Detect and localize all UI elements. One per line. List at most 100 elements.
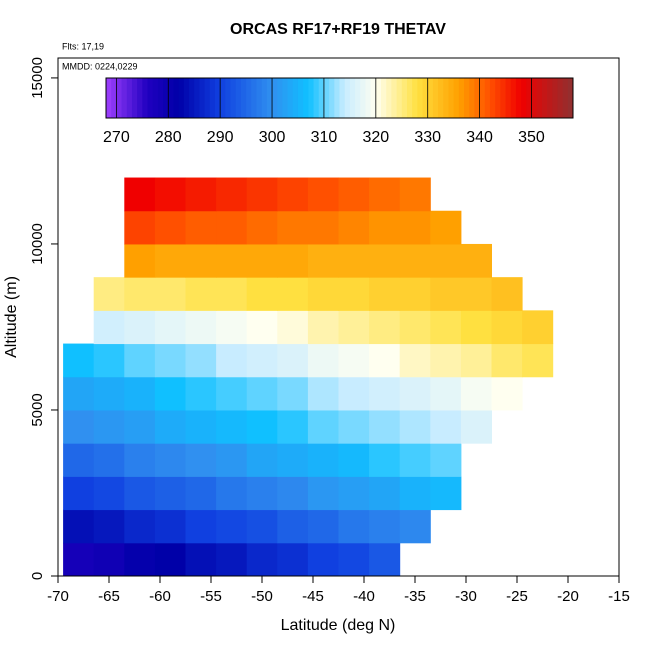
colorbar-swatch bbox=[272, 78, 278, 118]
heatmap-cell bbox=[277, 310, 309, 345]
colorbar-swatch bbox=[495, 78, 501, 118]
heatmap-cell bbox=[399, 376, 431, 411]
x-tick-label: -15 bbox=[608, 588, 630, 605]
heatmap-cell bbox=[491, 277, 523, 311]
heatmap-cell bbox=[460, 343, 492, 378]
heatmap-cell bbox=[277, 243, 309, 278]
heatmap-cell bbox=[154, 243, 186, 278]
heatmap-cell bbox=[93, 542, 125, 577]
colorbar-swatch bbox=[458, 78, 465, 118]
x-tick-label: -45 bbox=[302, 588, 324, 605]
heatmap-cell bbox=[154, 210, 186, 245]
heatmap-cell bbox=[216, 376, 248, 411]
colorbar-swatch bbox=[277, 78, 283, 118]
colorbar-swatch bbox=[557, 78, 564, 118]
heatmap-cell bbox=[277, 343, 309, 378]
heatmap-cell bbox=[124, 542, 156, 577]
colorbar-swatch bbox=[173, 78, 180, 118]
colorbar-swatch bbox=[323, 78, 330, 118]
heatmap-cell bbox=[460, 409, 492, 444]
heatmap-cell bbox=[430, 343, 462, 378]
heatmap-cell bbox=[369, 177, 401, 212]
heatmap-cell bbox=[93, 310, 125, 345]
heatmap-cell bbox=[399, 476, 431, 511]
colorbar-swatch bbox=[142, 78, 149, 118]
heatmap-cell bbox=[246, 443, 278, 477]
colorbar-swatch bbox=[131, 78, 138, 118]
colorbar-swatch bbox=[386, 78, 392, 118]
heatmap-cell bbox=[277, 277, 309, 311]
heatmap-cell bbox=[246, 409, 278, 444]
colorbar-swatch bbox=[282, 78, 289, 118]
heatmap-cell bbox=[399, 177, 431, 212]
annotation: MMDD: 0224,0229 bbox=[62, 61, 138, 71]
heatmap-cell bbox=[185, 210, 217, 245]
colorbar-swatch bbox=[178, 78, 185, 118]
colorbar-swatch bbox=[106, 78, 112, 118]
heatmap-cell bbox=[63, 509, 95, 544]
heatmap-cell bbox=[307, 277, 339, 311]
colorbar-swatch bbox=[287, 78, 294, 118]
colorbar-tick-label: 340 bbox=[466, 129, 493, 146]
heatmap-cell bbox=[63, 343, 95, 378]
colorbar-swatch bbox=[308, 78, 315, 118]
heatmap-cell bbox=[430, 310, 462, 345]
colorbar-swatch bbox=[349, 78, 356, 118]
colorbar-swatch bbox=[484, 78, 491, 118]
heatmap-cell bbox=[216, 210, 248, 245]
colorbar-swatch bbox=[562, 78, 569, 118]
heatmap-cell bbox=[216, 310, 248, 345]
colorbar-swatch bbox=[541, 78, 548, 118]
colorbar-swatch bbox=[521, 78, 527, 118]
colorbar-swatch bbox=[505, 78, 512, 118]
heatmap-cell bbox=[307, 177, 339, 212]
heatmap-cell bbox=[491, 343, 523, 378]
heatmap-cell bbox=[522, 310, 554, 345]
colorbar-swatch bbox=[370, 78, 377, 118]
colorbar-swatch bbox=[261, 78, 268, 118]
colorbar-swatch bbox=[412, 78, 418, 118]
heatmap-cell bbox=[338, 409, 370, 444]
colorbar-swatch bbox=[443, 78, 449, 118]
heatmap-cell bbox=[338, 277, 370, 311]
colorbar-swatch bbox=[240, 78, 247, 118]
colorbar-swatch bbox=[552, 78, 558, 118]
heatmap-cell bbox=[277, 376, 309, 411]
heatmap-cell bbox=[369, 310, 401, 345]
heatmap-cell bbox=[307, 409, 339, 444]
colorbar-swatch bbox=[220, 78, 226, 118]
colorbar-swatch bbox=[422, 78, 429, 118]
heatmap-cell bbox=[185, 243, 217, 278]
heatmap-cell bbox=[216, 476, 248, 511]
y-axis-label: Altitude (m) bbox=[3, 276, 20, 358]
annotation: Flts: 17,19 bbox=[62, 41, 104, 51]
heatmap-cell bbox=[185, 310, 217, 345]
heatmap-cell bbox=[369, 409, 401, 444]
colorbar-swatch bbox=[251, 78, 257, 118]
colorbar-swatch bbox=[479, 78, 486, 118]
colorbar-swatch bbox=[116, 78, 123, 118]
colorbar-swatch bbox=[396, 78, 403, 118]
colorbar-swatch bbox=[438, 78, 444, 118]
plot-frame bbox=[57, 57, 620, 577]
colorbar-swatch bbox=[406, 78, 413, 118]
heatmap-cell bbox=[399, 243, 431, 278]
heatmap-cell bbox=[185, 177, 217, 212]
heatmap-cell bbox=[93, 443, 125, 477]
heatmap-cell bbox=[93, 277, 125, 311]
colorbar-swatch bbox=[194, 78, 200, 118]
heatmap-cell bbox=[460, 277, 492, 311]
x-tick-label: -55 bbox=[200, 588, 222, 605]
colorbar-swatch bbox=[256, 78, 263, 118]
heatmap-cell bbox=[154, 542, 186, 577]
colorbar-swatch bbox=[334, 78, 340, 118]
colorbar-swatch bbox=[246, 78, 252, 118]
heatmap-cell bbox=[246, 376, 278, 411]
heatmap-cell bbox=[430, 243, 462, 278]
heatmap-cell bbox=[246, 343, 278, 378]
heatmap-cell bbox=[338, 542, 370, 577]
heatmap-cell bbox=[93, 409, 125, 444]
colorbar-swatch bbox=[329, 78, 335, 118]
heatmap-cell bbox=[124, 476, 156, 511]
colorbar-swatch bbox=[168, 78, 174, 118]
